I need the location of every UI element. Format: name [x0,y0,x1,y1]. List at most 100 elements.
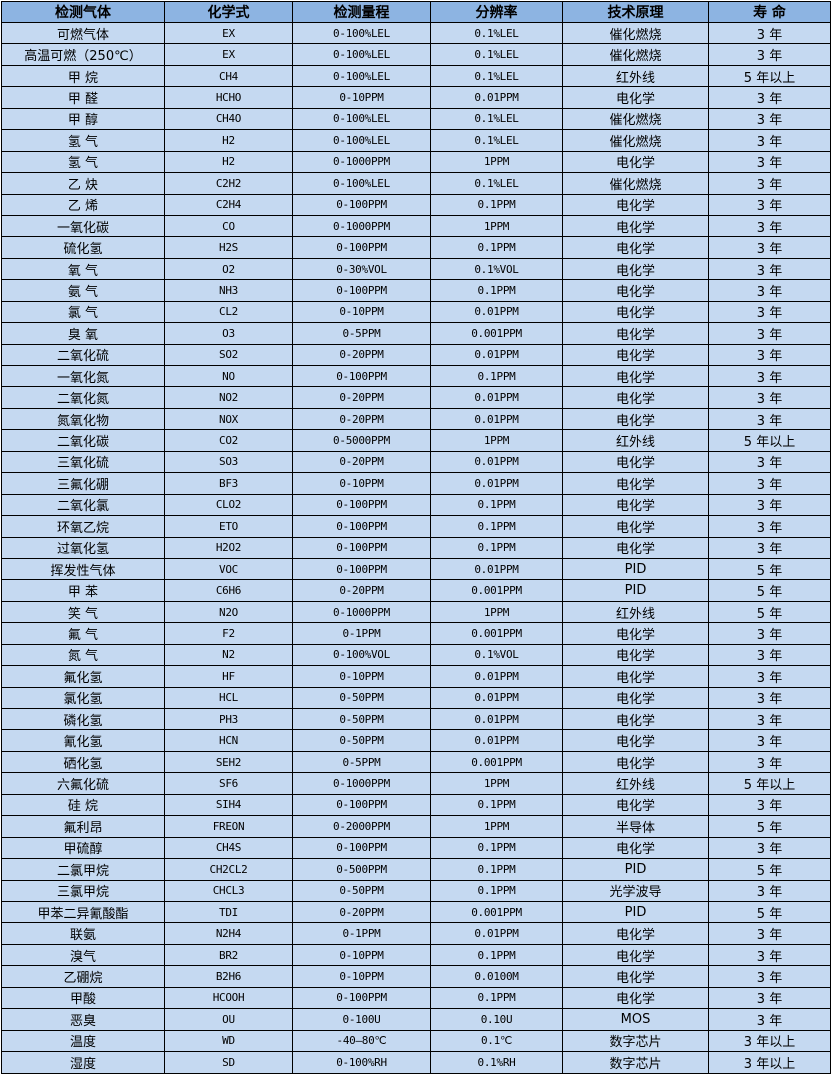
lifetime-cell: 3 年 [708,407,831,431]
table-row: 氨 气 NH3 0-100PPM 0.1PPM 电化学 3 年 [1,279,831,302]
header-resolution: 分辨率 [430,1,563,23]
table-row: 氢 气 H2 0-1000PPM 1PPM 电化学 3 年 [1,150,831,174]
principle-cell: 光学波导 [562,879,709,902]
table-row: 氟利昂 FREON 0-2000PPM 1PPM 半导体 5 年 [1,815,831,838]
range-cell: 0-100%LEL [292,107,431,131]
resolution-cell: 0.01PPM [430,343,563,367]
resolution-cell: 0.001PPM [430,322,563,345]
resolution-cell: 0.1%VOL [430,643,563,667]
table-row: 二氧化氮 NO2 0-20PPM 0.01PPM 电化学 3 年 [1,386,831,409]
formula-cell: BF3 [164,472,293,495]
gas-name-cell: 三氧化硫 [1,450,165,474]
range-cell: 0-100PPM [292,493,431,517]
lifetime-cell: 5 年 [708,900,831,924]
resolution-cell: 0.01PPM [430,472,563,495]
resolution-cell: 0.01PPM [430,665,563,688]
range-cell: 0-100%RH [292,1051,431,1074]
resolution-cell: 0.1%RH [430,1051,563,1074]
range-cell: 0-100PPM [292,515,431,538]
range-cell: 0-5PPM [292,322,431,345]
principle-cell: 电化学 [562,279,709,302]
formula-cell: NOX [164,407,293,431]
table-row: 硅 烷 SIH4 0-100PPM 0.1PPM 电化学 3 年 [1,793,831,817]
principle-cell: 电化学 [562,364,709,388]
table-row: 环氧乙烷 ETO 0-100PPM 0.1PPM 电化学 3 年 [1,515,831,538]
header-range: 检测量程 [292,1,431,23]
resolution-cell: 1PPM [430,150,563,174]
formula-cell: H2 [164,129,293,152]
gas-name-cell: 氟利昂 [1,815,165,838]
range-cell: 0-100%VOL [292,643,431,667]
resolution-cell: 0.01PPM [430,686,563,710]
lifetime-cell: 3 年 [708,257,831,281]
range-cell: 0-100%LEL [292,129,431,152]
range-cell: 0-100%LEL [292,172,431,195]
resolution-cell: 0.001PPM [430,900,563,924]
range-cell: 0-100PPM [292,236,431,259]
formula-cell: NH3 [164,279,293,302]
lifetime-cell: 5 年以上 [708,772,831,795]
table-row: 氰化氢 HCN 0-50PPM 0.01PPM 电化学 3 年 [1,729,831,752]
principle-cell: 电化学 [562,965,709,988]
resolution-cell: 0.01PPM [430,300,563,324]
formula-cell: H2S [164,236,293,259]
table-row: 高温可燃（250℃） EX 0-100%LEL 0.1%LEL 催化燃烧 3 年 [1,43,831,66]
lifetime-cell: 3 年 [708,665,831,688]
principle-cell: 电化学 [562,643,709,667]
table-row: 臭 氧 O3 0-5PPM 0.001PPM 电化学 3 年 [1,322,831,345]
principle-cell: 电化学 [562,407,709,431]
principle-cell: 电化学 [562,793,709,817]
gas-name-cell: 乙硼烷 [1,965,165,988]
table-row: 硒化氢 SEH2 0-5PPM 0.001PPM 电化学 3 年 [1,750,831,774]
range-cell: 0-100PPM [292,536,431,559]
range-cell: 0-10PPM [292,665,431,688]
resolution-cell: 0.1PPM [430,236,563,259]
principle-cell: 电化学 [562,472,709,495]
gas-name-cell: 乙 炔 [1,172,165,195]
gas-name-cell: 挥发性气体 [1,557,165,581]
formula-cell: C2H4 [164,193,293,216]
lifetime-cell: 3 年 [708,236,831,259]
lifetime-cell: 5 年以上 [708,429,831,452]
principle-cell: 电化学 [562,943,709,967]
range-cell: 0-5PPM [292,750,431,774]
gas-name-cell: 甲硫醇 [1,836,165,860]
resolution-cell: 1PPM [430,772,563,795]
principle-cell: 催化燃烧 [562,21,709,45]
lifetime-cell: 3 年 [708,86,831,109]
resolution-cell: 0.1%LEL [430,64,563,88]
formula-cell: PH3 [164,707,293,731]
lifetime-cell: 3 年以上 [708,1051,831,1074]
resolution-cell: 0.01PPM [430,86,563,109]
table-row: 挥发性气体 VOC 0-100PPM 0.01PPM PID 5 年 [1,557,831,581]
gas-name-cell: 乙 烯 [1,193,165,216]
range-cell: 0-1000PPM [292,600,431,624]
lifetime-cell: 3 年 [708,193,831,216]
resolution-cell: 0.1PPM [430,364,563,388]
table-row: 氯化氢 HCL 0-50PPM 0.01PPM 电化学 3 年 [1,686,831,710]
range-cell: -40—80℃ [292,1029,431,1053]
table-row: 二氯甲烷 CH2CL2 0-500PPM 0.1PPM PID 5 年 [1,858,831,881]
principle-cell: 电化学 [562,257,709,281]
table-row: 一氧化氮 NO 0-100PPM 0.1PPM 电化学 3 年 [1,364,831,388]
lifetime-cell: 3 年 [708,493,831,517]
lifetime-cell: 3 年 [708,879,831,902]
gas-name-cell: 甲酸 [1,986,165,1010]
table-row: 甲酸 HCOOH 0-100PPM 0.1PPM 电化学 3 年 [1,986,831,1010]
gas-name-cell: 联氨 [1,922,165,945]
formula-cell: WD [164,1029,293,1053]
principle-cell: 电化学 [562,300,709,324]
range-cell: 0-20PPM [292,343,431,367]
formula-cell: SF6 [164,772,293,795]
table-row: 恶臭 OU 0-100U 0.10U MOS 3 年 [1,1008,831,1031]
table-row: 甲 烷 CH4 0-100%LEL 0.1%LEL 红外线 5 年以上 [1,64,831,88]
principle-cell: 催化燃烧 [562,43,709,66]
principle-cell: 催化燃烧 [562,129,709,152]
resolution-cell: 0.1PPM [430,943,563,967]
principle-cell: 电化学 [562,922,709,945]
lifetime-cell: 3 年 [708,536,831,559]
range-cell: 0-100%LEL [292,64,431,88]
gas-name-cell: 氰化氢 [1,729,165,752]
gas-name-cell: 甲 醇 [1,107,165,131]
principle-cell: 红外线 [562,772,709,795]
